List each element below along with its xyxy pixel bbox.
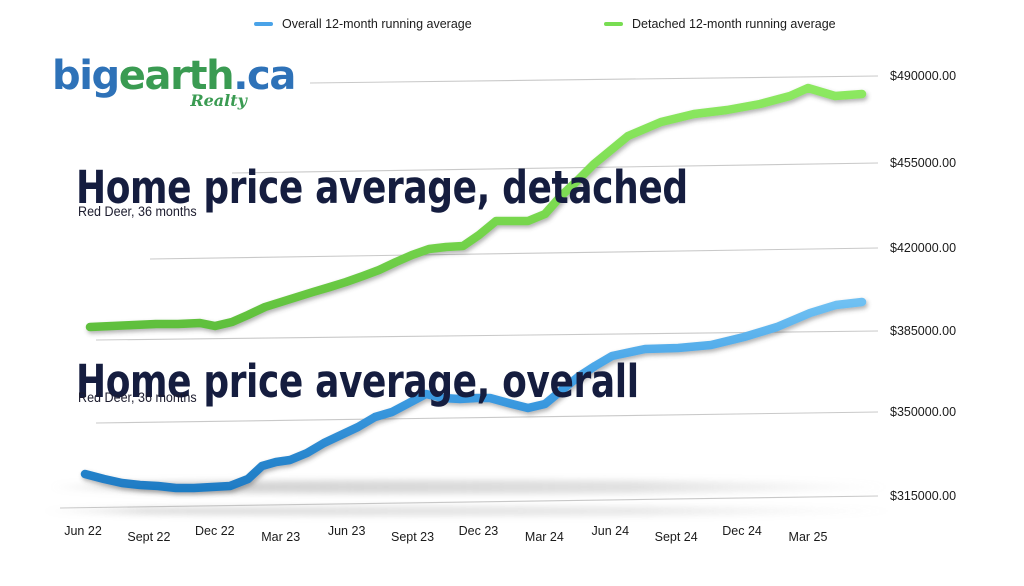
- x-axis-label: Sept 24: [654, 530, 698, 544]
- x-axis-label: Sept 22: [127, 530, 171, 544]
- brand-logo-wordmark: bigearth.ca: [52, 53, 296, 99]
- page-subtitle-overall: Red Deer, 36 months: [78, 390, 197, 405]
- brand-logo-ca: .ca: [233, 53, 296, 99]
- page-title-detached: Home price average, detached: [76, 161, 688, 214]
- x-axis-label: Sept 23: [390, 530, 435, 544]
- x-axis-label: Jun 24: [591, 524, 630, 538]
- series-line-overall: [80, 297, 867, 493]
- x-axis-label: Jun 22: [64, 524, 102, 538]
- series-line-detached: [85, 83, 867, 332]
- y-axis-label: $315000.00: [890, 489, 957, 503]
- x-axis-label: Dec 22: [195, 524, 235, 538]
- legend-swatch-detached: [604, 22, 623, 26]
- legend-label-overall: Overall 12-month running average: [282, 17, 472, 31]
- chart-legend: Overall 12-month running average Detache…: [0, 17, 1024, 37]
- page-title-overall: Home price average, overall: [76, 355, 639, 408]
- legend-swatch-overall: [254, 22, 273, 26]
- y-axis-label: $385000.00: [890, 324, 957, 338]
- legend-item-detached[interactable]: Detached 12-month running average: [604, 17, 836, 31]
- y-axis-label: $420000.00: [890, 241, 957, 255]
- brand-logo-big: big: [52, 53, 120, 99]
- legend-item-overall[interactable]: Overall 12-month running average: [254, 17, 472, 31]
- plot-ground-shadows: [40, 480, 900, 516]
- x-axis-label: Mar 25: [788, 530, 828, 544]
- x-axis-label: Jun 23: [327, 524, 366, 538]
- x-axis-label: Mar 23: [261, 530, 301, 544]
- y-axis-label: $455000.00: [890, 156, 957, 170]
- legend-label-detached: Detached 12-month running average: [632, 17, 836, 31]
- brand-logo[interactable]: bigearth.ca Realty: [52, 53, 296, 110]
- x-axis-label: Dec 24: [722, 524, 762, 538]
- x-axis-label: Mar 24: [524, 530, 564, 544]
- brand-logo-tagline: Realty: [190, 91, 247, 110]
- page-subtitle-detached: Red Deer, 36 months: [78, 204, 197, 219]
- x-axis-label: Dec 23: [458, 524, 499, 538]
- y-axis-label: $490000.00: [890, 69, 957, 83]
- brand-logo-earth: earth: [118, 53, 235, 99]
- y-axis-label: $350000.00: [890, 405, 957, 419]
- gridlines: [59, 75, 879, 509]
